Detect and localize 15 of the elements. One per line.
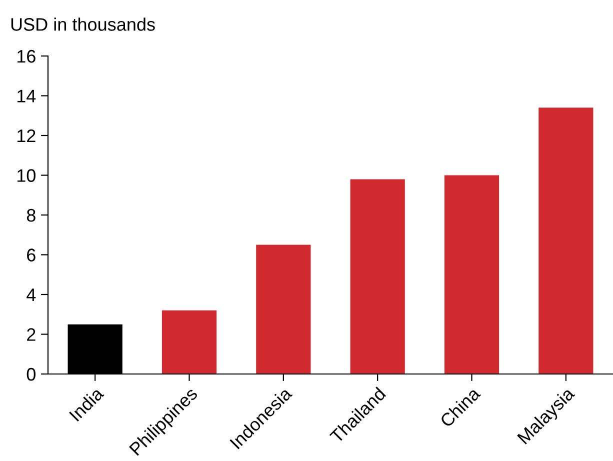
y-axis-title: USD in thousands	[11, 18, 155, 31]
y-tick-label: 8	[26, 208, 36, 222]
y-tick-label: 4	[26, 288, 36, 302]
y-tick-label: 14	[17, 90, 36, 102]
y-tick-label: 0	[26, 368, 36, 381]
bar	[256, 244, 311, 374]
bar	[350, 179, 405, 374]
bar	[538, 108, 594, 374]
y-tick-label: 6	[27, 248, 36, 262]
bar	[162, 310, 217, 374]
y-tick-label: 12	[17, 129, 36, 142]
y-tick-label: 2	[27, 328, 36, 341]
bar	[444, 175, 500, 374]
y-tick-label: 10	[17, 169, 36, 182]
y-tick-label: 16	[17, 50, 36, 63]
